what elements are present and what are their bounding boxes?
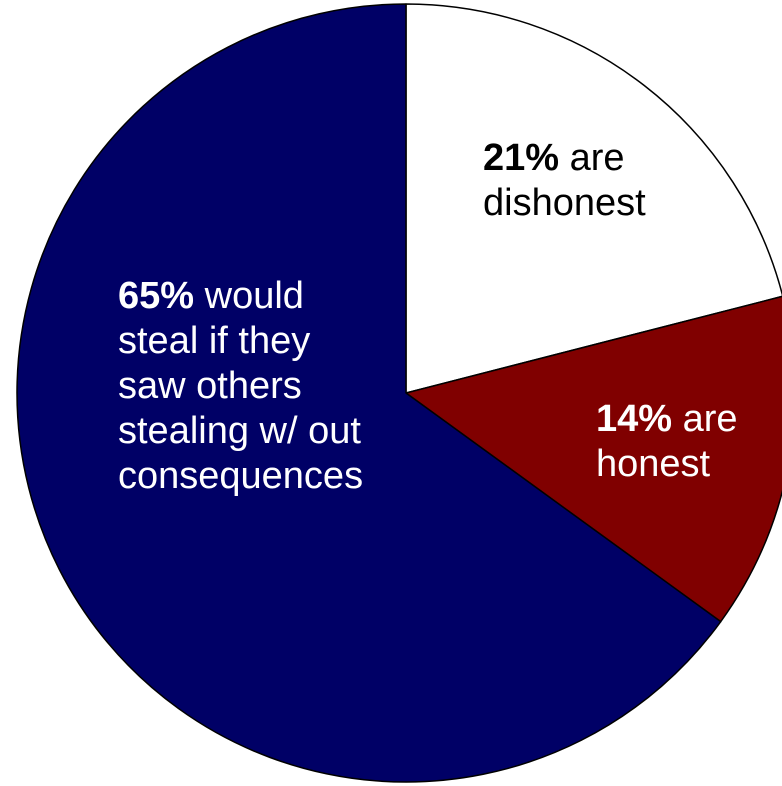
pie-slice-dishonest [405,3,782,394]
slice-label-honest-text-1: are [682,398,738,440]
slice-label-dishonest: 21% are dishonest [483,136,646,226]
slice-label-would-steal-text-4: stealing w/ out [118,410,361,452]
slice-label-would-steal-text-5: consequences [118,455,364,497]
slice-label-would-steal-pct: 65% [118,275,195,317]
slice-label-would-steal-text-2: steal if they [118,320,311,362]
slice-label-dishonest-text-2: dishonest [483,182,646,224]
slice-label-dishonest-text-1: are [569,137,625,179]
slice-label-honest-text-2: honest [596,443,711,485]
slice-label-would-steal-text-1: would [204,275,304,317]
pie-slice-honest [405,295,782,623]
slice-label-honest: 14% are honest [596,397,738,487]
slice-label-dishonest-pct: 21% [483,137,560,179]
slice-label-would-steal: 65% would steal if they saw others steal… [118,274,363,499]
slice-label-would-steal-text-3: saw others [118,365,302,407]
slice-label-honest-pct: 14% [596,398,673,440]
pie-slice-would-steal [16,3,722,783]
